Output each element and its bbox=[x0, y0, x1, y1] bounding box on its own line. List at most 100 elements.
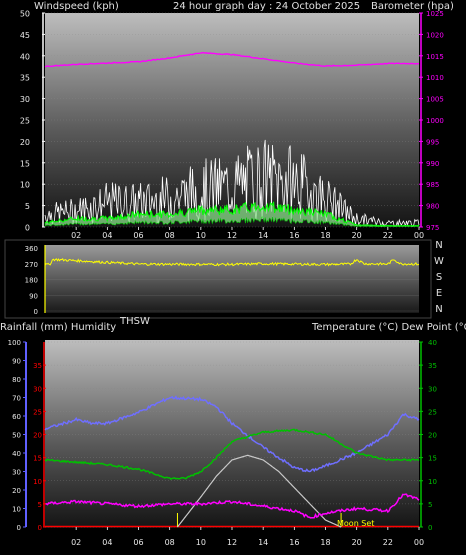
wind-left-tick-label: 30 bbox=[20, 95, 30, 104]
temp-x-tick-label: 16 bbox=[289, 538, 299, 547]
rain-tick-label: 35 bbox=[33, 362, 42, 370]
wind-left-tick-label: 50 bbox=[20, 10, 30, 19]
compass-label-e: E bbox=[436, 288, 442, 299]
wind-x-tick-label: 02 bbox=[71, 231, 81, 240]
wind-x-tick-label: 04 bbox=[102, 231, 112, 240]
humidity-tick-label: 100 bbox=[8, 339, 21, 347]
wind-x-tick-label: 22 bbox=[383, 231, 393, 240]
wind-x-tick-label: 14 bbox=[258, 231, 268, 240]
direction-tick-label: 180 bbox=[25, 277, 38, 285]
wind-x-tick-label: 06 bbox=[133, 231, 143, 240]
temp-right-title: Temperature (°C) Dew Point (°C) bbox=[311, 322, 466, 333]
wind-center-title: 24 hour graph day : 24 October 2025 bbox=[173, 1, 360, 12]
wind-left-tick-label: 35 bbox=[20, 74, 30, 83]
wind-x-tick-label: 20 bbox=[352, 231, 362, 240]
temp-right-tick-label: 20 bbox=[428, 432, 437, 440]
temp-x-tick-label: 08 bbox=[165, 538, 175, 547]
wind-series bbox=[44, 51, 420, 228]
rain-tick-label: 25 bbox=[33, 408, 42, 416]
wind-left-tick-label: 45 bbox=[20, 31, 30, 40]
wind-x-tick-label: 08 bbox=[165, 231, 175, 240]
direction-plot-area bbox=[45, 245, 419, 313]
temp-right-tick-label: 25 bbox=[428, 408, 437, 416]
temp-right-tick-label: 0 bbox=[428, 524, 432, 532]
temp-right-tick-label: 35 bbox=[428, 362, 437, 370]
wind-right-tick-label: 1020 bbox=[426, 31, 444, 39]
humidity-tick-label: 90 bbox=[12, 358, 21, 366]
direction-gridlines bbox=[45, 247, 419, 312]
temp-right-tick-label: 5 bbox=[428, 501, 432, 509]
direction-tick-label: 270 bbox=[25, 261, 38, 269]
humidity-tick-label: 80 bbox=[12, 376, 21, 384]
rain-tick-label: 5 bbox=[38, 501, 42, 509]
wind-axes: 0510152025303540455097598098599099510001… bbox=[20, 10, 444, 241]
rain-tick-label: 30 bbox=[33, 385, 42, 393]
wind-left-tick-label: 0 bbox=[25, 224, 30, 233]
wind-right-title: Barometer (hpa) bbox=[371, 1, 454, 12]
rain-tick-label: 15 bbox=[33, 455, 42, 463]
temp-right-tick-label: 30 bbox=[428, 385, 437, 393]
temp-right-tick-label: 40 bbox=[428, 339, 437, 347]
temp-x-tick-label: 14 bbox=[258, 538, 268, 547]
temp-x-tick-label: 02 bbox=[71, 538, 81, 547]
direction-series-line bbox=[44, 258, 420, 267]
wind-right-tick-label: 1005 bbox=[426, 96, 444, 104]
direction-series bbox=[44, 258, 420, 267]
gust-series-line bbox=[44, 201, 420, 227]
wind-left-tick-label: 40 bbox=[20, 52, 30, 61]
temp-x-tick-label: 06 bbox=[133, 538, 143, 547]
wind-right-tick-label: 975 bbox=[426, 224, 439, 232]
humidity-tick-label: 20 bbox=[12, 487, 21, 495]
temp-x-tick-label: 00 bbox=[414, 538, 424, 547]
humidity-tick-label: 0 bbox=[17, 524, 21, 532]
temp-x-tick-label: 20 bbox=[352, 538, 362, 547]
direction-tick-label: 0 bbox=[34, 308, 38, 316]
wind-x-tick-label: 16 bbox=[289, 231, 299, 240]
humidity-tick-label: 40 bbox=[12, 450, 21, 458]
rain-tick-label: 20 bbox=[33, 432, 42, 440]
barometer-series-line bbox=[44, 51, 419, 68]
temp-x-tick-label: 04 bbox=[102, 538, 112, 547]
wind-right-tick-label: 1000 bbox=[426, 117, 444, 125]
humidity-tick-label: 50 bbox=[12, 432, 21, 440]
wind-right-tick-label: 1010 bbox=[426, 74, 444, 82]
wind-right-tick-label: 985 bbox=[426, 181, 439, 189]
humidity-tick-label: 60 bbox=[12, 413, 21, 421]
wind-right-tick-label: 980 bbox=[426, 203, 439, 211]
humidity-tick-label: 30 bbox=[12, 469, 21, 477]
wind-right-tick-label: 990 bbox=[426, 160, 439, 168]
wind-left-tick-label: 10 bbox=[20, 181, 30, 190]
temp-left-title: Rainfall (mm) Humidity bbox=[0, 322, 116, 333]
solar-series-line bbox=[177, 454, 342, 528]
compass-label-n: N bbox=[435, 240, 442, 251]
temperature-series-line bbox=[44, 428, 420, 481]
thsw-label: THSW bbox=[119, 316, 150, 327]
temp-x-tick-label: 18 bbox=[320, 538, 330, 547]
wind-x-tick-label: 18 bbox=[320, 231, 330, 240]
wind-right-tick-label: 1015 bbox=[426, 53, 444, 61]
wind-left-tick-label: 20 bbox=[20, 138, 30, 147]
temp-plot-area bbox=[45, 340, 419, 528]
temp-series bbox=[44, 395, 420, 528]
temp-axes: 0510152025303540010203040506070809010005… bbox=[8, 339, 437, 547]
temp-right-tick-label: 10 bbox=[428, 478, 437, 486]
compass-label-w: W bbox=[434, 256, 444, 267]
wind-x-tick-label: 12 bbox=[227, 231, 237, 240]
humidity-tick-label: 70 bbox=[12, 395, 21, 403]
wind-right-tick-label: 1025 bbox=[426, 10, 444, 18]
wind-left-tick-label: 15 bbox=[20, 159, 30, 168]
wind-x-tick-label: 00 bbox=[414, 231, 424, 240]
wind-right-tick-label: 995 bbox=[426, 138, 439, 146]
compass-label-n: N bbox=[435, 304, 442, 315]
temp-x-tick-label: 12 bbox=[227, 538, 237, 547]
temp-x-tick-label: 10 bbox=[196, 538, 206, 547]
wind-left-tick-label: 5 bbox=[25, 202, 30, 211]
compass-label-s: S bbox=[436, 272, 442, 283]
rain-tick-label: 0 bbox=[38, 524, 42, 532]
humidity-tick-label: 10 bbox=[12, 506, 21, 514]
dewpoint-series-line bbox=[44, 493, 420, 519]
direction-axes: 0 90 180 270 360 bbox=[25, 245, 46, 316]
rain-tick-label: 10 bbox=[33, 478, 42, 486]
temp-right-tick-label: 15 bbox=[428, 455, 437, 463]
